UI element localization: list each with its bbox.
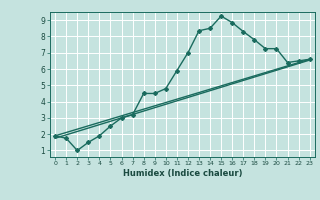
X-axis label: Humidex (Indice chaleur): Humidex (Indice chaleur)	[123, 169, 242, 178]
